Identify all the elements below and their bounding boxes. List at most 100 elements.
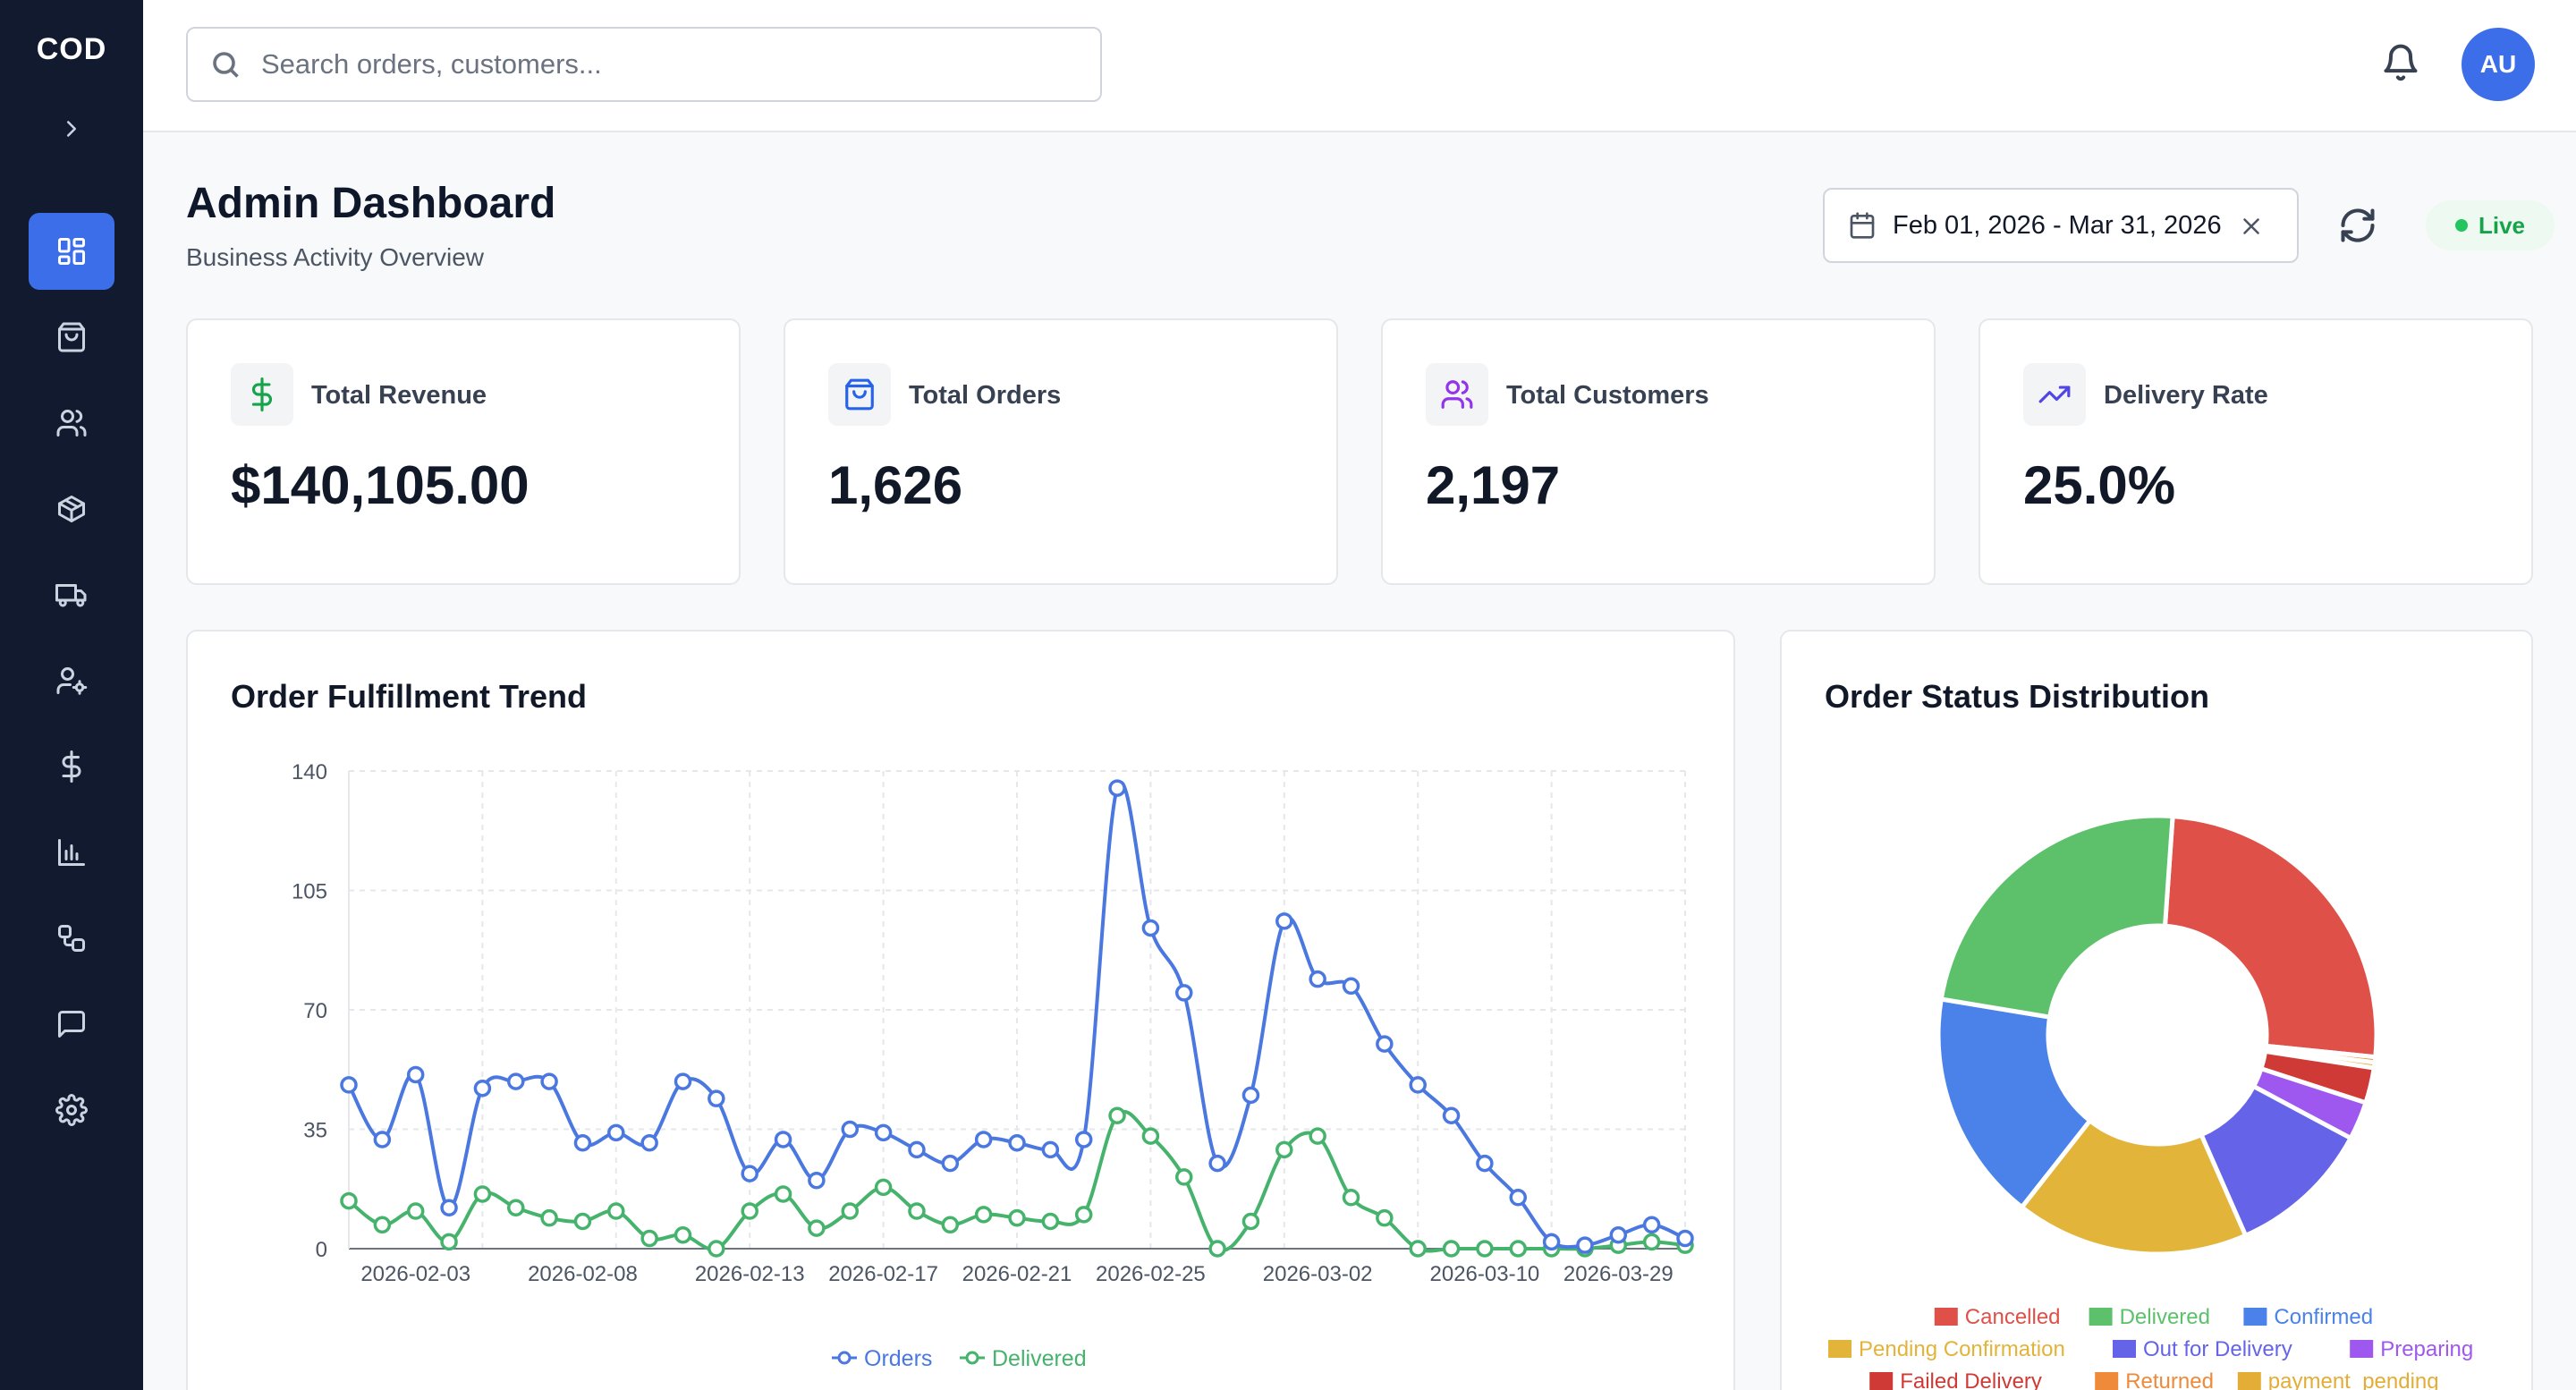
- trend-title: Order Fulfillment Trend: [231, 678, 588, 715]
- data-point-orders: [1309, 970, 1326, 988]
- date-range-picker[interactable]: Feb 01, 2026 - Mar 31, 2026: [1823, 188, 2299, 263]
- series-line-orders: [347, 780, 1686, 1250]
- legend-label: Preparing: [2380, 1337, 2473, 1361]
- data-point-delivered: [674, 1225, 692, 1244]
- data-point-delivered: [1141, 1127, 1160, 1145]
- data-point-orders: [540, 1072, 558, 1090]
- sidebar-item-messages[interactable]: [29, 986, 114, 1063]
- legend-label: payment_pending: [2268, 1369, 2439, 1390]
- search-box[interactable]: [186, 27, 1102, 102]
- data-point-delivered: [1476, 1240, 1494, 1258]
- data-point-orders: [640, 1134, 658, 1152]
- sidebar-item-user-settings[interactable]: [29, 642, 114, 719]
- user-avatar[interactable]: AU: [2462, 28, 2535, 101]
- workflow-icon: [58, 925, 85, 952]
- date-range-value: Feb 01, 2026 - Mar 31, 2026: [1893, 210, 2222, 240]
- sidebar-item-dashboard[interactable]: [29, 213, 114, 290]
- data-point-delivered: [1509, 1240, 1527, 1258]
- sidebar-item-products[interactable]: [29, 470, 114, 547]
- search-input[interactable]: [261, 48, 1066, 81]
- data-point-delivered: [1275, 1140, 1293, 1159]
- data-point-orders: [373, 1131, 392, 1148]
- pie-slice-pending-confirmation: [2019, 1118, 2249, 1257]
- data-point-delivered: [941, 1216, 960, 1234]
- sidebar-item-orders[interactable]: [29, 299, 114, 376]
- refresh-button[interactable]: [2334, 202, 2381, 249]
- message-icon: [58, 1011, 85, 1038]
- sidebar-item-integrations[interactable]: [29, 900, 114, 977]
- page-title: Admin Dashboard: [186, 180, 556, 227]
- trending-up-icon: [2038, 386, 2071, 403]
- stat-value: 2,197: [1426, 455, 1561, 515]
- data-point-orders: [1041, 1140, 1060, 1159]
- truck-icon: [55, 584, 87, 607]
- stat-label: Total Customers: [1506, 381, 1709, 410]
- bar-chart-icon: [58, 839, 85, 866]
- data-point-orders: [1074, 1131, 1093, 1148]
- expand-sidebar-button[interactable]: [54, 111, 89, 147]
- data-point-orders: [406, 1065, 425, 1084]
- data-point-delivered: [1409, 1240, 1427, 1258]
- legend-label: Returned: [2125, 1369, 2214, 1390]
- y-tick-label: 140: [292, 760, 327, 784]
- legend-swatch: [2095, 1372, 2119, 1390]
- x-tick-label: 2026-02-21: [962, 1262, 1072, 1286]
- data-point-orders: [1141, 919, 1160, 937]
- data-point-orders: [473, 1079, 492, 1098]
- data-point-delivered: [607, 1202, 625, 1220]
- y-tick-label: 105: [292, 880, 327, 904]
- dollar-icon: [251, 377, 272, 411]
- sidebar-item-customers[interactable]: [29, 385, 114, 462]
- data-point-orders: [708, 1089, 725, 1107]
- data-point-orders: [1609, 1225, 1628, 1244]
- sidebar-item-finance[interactable]: [29, 728, 114, 805]
- x-tick-label: 2026-03-02: [1263, 1262, 1373, 1286]
- data-point-delivered: [540, 1208, 558, 1227]
- data-point-delivered: [340, 1191, 358, 1210]
- dashboard-icon: [58, 238, 85, 265]
- data-point-delivered: [708, 1240, 725, 1258]
- app-logo: COD: [36, 32, 107, 66]
- bell-icon: [2384, 44, 2418, 81]
- data-point-orders: [808, 1171, 826, 1190]
- shopping-bag-icon: [58, 322, 85, 352]
- data-point-delivered: [406, 1202, 425, 1220]
- data-point-delivered: [874, 1178, 893, 1197]
- data-point-orders: [1409, 1076, 1427, 1094]
- page-subtitle: Business Activity Overview: [186, 243, 484, 271]
- legend-label: Delivered: [2120, 1305, 2210, 1329]
- legend-label: Failed Delivery: [1900, 1369, 2042, 1390]
- stat-value: $140,105.00: [231, 455, 530, 515]
- data-point-delivered: [1074, 1206, 1093, 1224]
- sidebar-item-delivery[interactable]: [29, 556, 114, 633]
- data-point-orders: [1476, 1154, 1494, 1173]
- legend-swatch: [1828, 1340, 1852, 1358]
- data-point-delivered: [1108, 1106, 1126, 1124]
- data-point-delivered: [1376, 1208, 1394, 1227]
- data-point-delivered: [1008, 1208, 1026, 1227]
- legend-swatch: [2113, 1340, 2136, 1358]
- sidebar-item-settings[interactable]: [29, 1072, 114, 1148]
- legend-swatch: [1869, 1372, 1894, 1390]
- users-icon: [1441, 380, 1473, 409]
- legend-marker-dot: [837, 1351, 852, 1365]
- data-point-orders: [1208, 1154, 1226, 1173]
- y-tick-label: 70: [303, 999, 327, 1023]
- notifications-button[interactable]: [2374, 36, 2428, 89]
- stat-value: 1,626: [828, 455, 963, 515]
- sidebar: COD: [0, 0, 143, 1390]
- sidebar-item-reports[interactable]: [29, 814, 114, 891]
- data-point-orders: [1342, 977, 1360, 996]
- data-point-orders: [941, 1154, 960, 1173]
- x-tick-label: 2026-02-25: [1096, 1262, 1206, 1286]
- clear-date-button[interactable]: [2238, 213, 2265, 244]
- pie-slice-cancelled: [2163, 814, 2379, 1060]
- data-point-orders: [1241, 1086, 1260, 1105]
- x-tick-label: 2026-02-17: [828, 1262, 938, 1286]
- data-point-delivered: [473, 1185, 492, 1203]
- data-point-delivered: [640, 1229, 658, 1248]
- data-point-orders: [1576, 1236, 1594, 1254]
- status-title: Order Status Distribution: [1825, 678, 2210, 715]
- data-point-delivered: [808, 1219, 826, 1237]
- status-distribution-panel: Order Status Distribution Cancelled Deliv…: [1780, 630, 2533, 1390]
